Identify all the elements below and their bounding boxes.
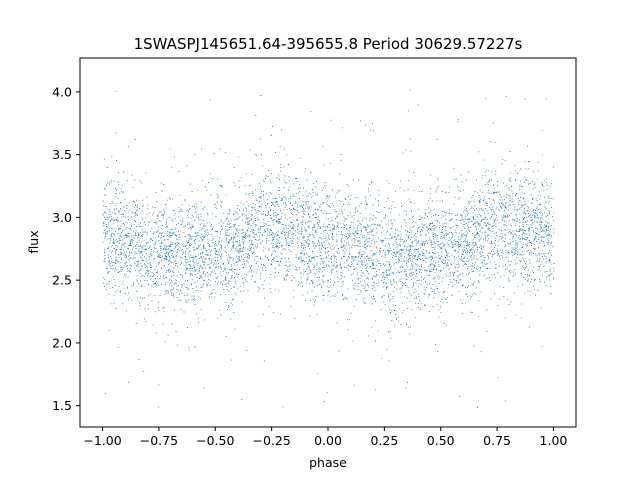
- x-axis-label: phase: [309, 455, 347, 470]
- y-axis: 1.5 2.0 2.5 3.0 3.5 4.0: [52, 84, 80, 413]
- scatter-points: [102, 89, 555, 408]
- y-tick-label: 4.0: [52, 84, 72, 99]
- y-tick-label: 2.0: [52, 335, 72, 350]
- x-axis: −1.00 −0.75 −0.50 −0.25 0.00 0.25 0.50 0.75 1.00: [83, 427, 567, 448]
- x-tick-label: −0.75: [140, 433, 178, 448]
- x-tick-label: 0.25: [370, 433, 398, 448]
- x-tick-label: 1.00: [540, 433, 568, 448]
- x-tick-label: −1.00: [83, 433, 121, 448]
- y-axis-label: flux: [26, 230, 41, 253]
- x-tick-label: 0.75: [483, 433, 511, 448]
- y-tick-label: 3.0: [52, 210, 72, 225]
- x-tick-label: 0.00: [314, 433, 342, 448]
- y-tick-label: 2.5: [52, 273, 72, 288]
- chart-title: 1SWASPJ145651.64-395655.8 Period 30629.5…: [134, 35, 523, 53]
- x-tick-label: −0.50: [196, 433, 234, 448]
- x-tick-label: 0.50: [427, 433, 455, 448]
- scatter-point-cloud: [102, 89, 555, 408]
- x-tick-label: −0.25: [252, 433, 290, 448]
- y-tick-label: 3.5: [52, 147, 72, 162]
- y-tick-label: 1.5: [52, 398, 72, 413]
